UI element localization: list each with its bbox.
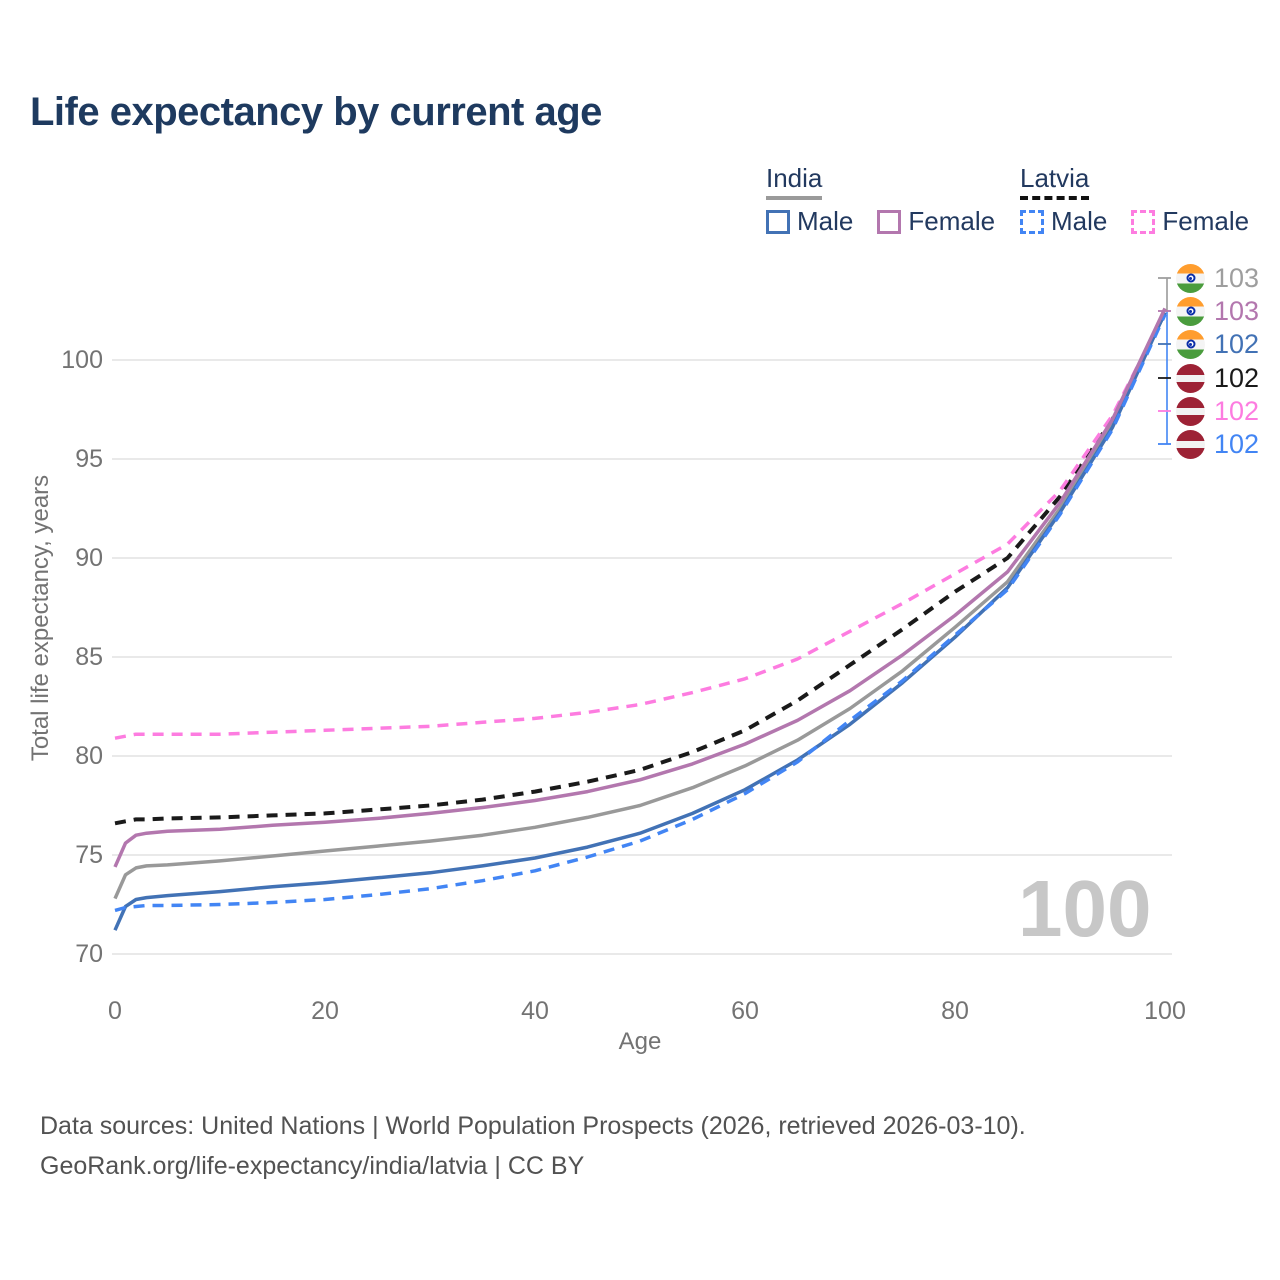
end-value-india-male: 102	[1214, 329, 1260, 359]
y-tick-label-90: 90	[75, 544, 103, 572]
x-axis-title: Age	[618, 1028, 662, 1055]
legend-country-india: India	[766, 163, 823, 200]
end-value-latvia-total: 102	[1214, 363, 1260, 393]
india-flag-icon	[1176, 296, 1205, 326]
y-tick-label-75: 75	[75, 841, 103, 869]
legend-items-latvia: Male Female	[1020, 206, 1249, 237]
series-line-latvia-total	[114, 311, 1167, 826]
x-tick-label-20: 20	[311, 997, 339, 1025]
legend-label-latvia-female: Female	[1162, 206, 1250, 236]
x-tick-label-60: 60	[731, 997, 759, 1025]
end-value-india-total: 103	[1214, 263, 1260, 293]
end-value-india-female: 103	[1214, 296, 1260, 326]
latvia-flag-icon	[1176, 363, 1205, 393]
end-label-latvia-total: 102	[1176, 362, 1259, 394]
end-label-india-female: 103	[1176, 295, 1259, 327]
ashoka-chakra-icon	[1186, 339, 1195, 349]
y-axis-title: Total life expectancy, years	[27, 474, 54, 762]
legend-item-india-male[interactable]: Male	[766, 206, 853, 237]
legend-country-latvia: Latvia	[1020, 163, 1090, 200]
series-line-latvia-male	[114, 313, 1167, 913]
x-tick-label-0: 0	[108, 997, 122, 1025]
legend-items-india: Male Female	[766, 206, 995, 237]
legend-group-india: India Male Female	[766, 163, 995, 237]
latvia-flag-icon	[1176, 429, 1205, 459]
x-tick-label-100: 100	[1144, 997, 1186, 1025]
series-line-india-male	[113, 311, 1167, 931]
legend-group-latvia: Latvia Male Female	[1020, 163, 1249, 237]
y-tick-label-85: 85	[75, 643, 103, 671]
end-label-india-male: 102	[1176, 328, 1259, 360]
india-flag-icon	[1176, 329, 1205, 359]
legend-swatch-latvia-female[interactable]	[1131, 209, 1156, 234]
y-tick-label-95: 95	[75, 445, 103, 473]
age-counter-watermark: 100	[1018, 864, 1152, 953]
series-line-india-female	[113, 307, 1167, 868]
legend-item-india-female[interactable]: Female	[877, 206, 995, 237]
end-value-latvia-female: 102	[1214, 396, 1260, 426]
series-line-india-total	[113, 307, 1167, 900]
source-line-2: GeoRank.org/life-expectancy/india/latvia…	[40, 1152, 585, 1180]
ashoka-chakra-icon	[1186, 306, 1195, 316]
legend-item-latvia-male[interactable]: Male	[1020, 206, 1107, 237]
india-flag-icon	[1176, 263, 1205, 293]
x-tick-label-40: 40	[521, 997, 549, 1025]
legend-item-latvia-female[interactable]: Female	[1131, 206, 1249, 237]
y-tick-label-80: 80	[75, 742, 103, 770]
legend-swatch-india-female[interactable]	[877, 209, 902, 234]
y-tick-label-100: 100	[61, 346, 103, 374]
source-line-1: Data sources: United Nations | World Pop…	[40, 1112, 1026, 1140]
x-tick-label-80: 80	[941, 997, 969, 1025]
end-label-latvia-male: 102	[1176, 428, 1259, 460]
legend-label-india-female: Female	[908, 206, 996, 236]
series-line-latvia-female	[114, 311, 1167, 740]
ashoka-chakra-icon	[1186, 273, 1195, 283]
source-credits: Data sources: United Nations | World Pop…	[40, 1106, 1026, 1186]
end-label-latvia-female: 102	[1176, 395, 1259, 427]
legend-swatch-india-male[interactable]	[766, 209, 790, 234]
latvia-flag-icon	[1176, 396, 1205, 426]
end-label-india-total: 103	[1176, 262, 1259, 294]
legend-label-india-male: Male	[797, 206, 854, 236]
end-value-latvia-male: 102	[1214, 429, 1260, 459]
legend-swatch-latvia-male[interactable]	[1020, 209, 1044, 234]
legend-label-latvia-male: Male	[1051, 206, 1108, 236]
y-tick-label-70: 70	[75, 940, 103, 968]
page-title: Life expectancy by current age	[30, 90, 602, 134]
